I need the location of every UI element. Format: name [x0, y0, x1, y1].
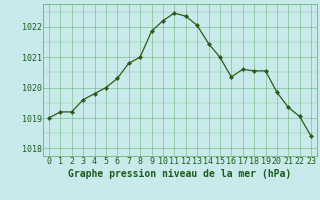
X-axis label: Graphe pression niveau de la mer (hPa): Graphe pression niveau de la mer (hPa)	[68, 169, 292, 179]
